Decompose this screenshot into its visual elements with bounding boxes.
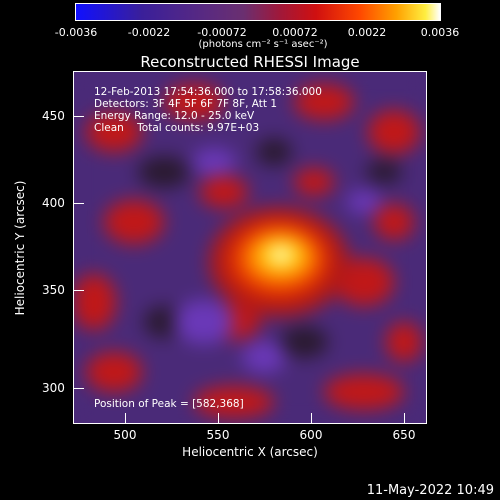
y-tick-mark bbox=[74, 388, 84, 389]
colorbar-unit-label: (photons cm⁻² s⁻¹ asec⁻²) bbox=[198, 39, 328, 50]
rhessi-image-plot bbox=[73, 71, 427, 424]
clean-counts-text: Clean Total counts: 9.97E+03 bbox=[94, 122, 260, 134]
y-tick-mark bbox=[74, 116, 84, 117]
x-tick-label: 650 bbox=[392, 428, 416, 442]
colorbar-tick-label: -0.0022 bbox=[127, 26, 171, 39]
colorbar-tick-label: 0.00072 bbox=[272, 26, 318, 39]
peak-position-text: Position of Peak = [582,368] bbox=[94, 398, 244, 410]
x-tick-mark bbox=[311, 413, 312, 423]
x-tick-mark bbox=[218, 413, 219, 423]
y-tick-mark bbox=[74, 290, 84, 291]
image-title: Reconstructed RHESSI Image bbox=[140, 53, 360, 71]
colorbar-tick-label: -0.0036 bbox=[54, 26, 98, 39]
x-tick-label: 500 bbox=[113, 428, 137, 442]
time-range-text: 12-Feb-2013 17:54:36.000 to 17:58:36.000 bbox=[94, 86, 322, 98]
y-tick-label: 400 bbox=[42, 196, 65, 210]
x-tick-label: 550 bbox=[206, 428, 230, 442]
heatmap-image bbox=[74, 72, 426, 423]
x-tick-mark bbox=[125, 413, 126, 423]
y-tick-label: 300 bbox=[42, 381, 65, 395]
y-tick-mark bbox=[74, 203, 84, 204]
energy-range-text: Energy Range: 12.0 - 25.0 keV bbox=[94, 110, 255, 122]
colorbar-tick-label: 0.0022 bbox=[347, 26, 387, 39]
x-tick-mark bbox=[404, 413, 405, 423]
date-stamp: 11-May-2022 10:49 bbox=[366, 483, 494, 498]
y-tick-label: 450 bbox=[42, 109, 65, 123]
y-tick-label: 350 bbox=[42, 283, 65, 297]
colorbar bbox=[75, 3, 441, 21]
x-tick-label: 600 bbox=[299, 428, 323, 442]
detectors-text: Detectors: 3F 4F 5F 6F 7F 8F, Att 1 bbox=[94, 98, 278, 110]
y-axis-label: Heliocentric Y (arcsec) bbox=[13, 180, 27, 316]
x-axis-label: Heliocentric X (arcsec) bbox=[182, 445, 318, 459]
colorbar-tick-label: -0.00072 bbox=[197, 26, 247, 39]
colorbar-tick-label: 0.0036 bbox=[420, 26, 460, 39]
